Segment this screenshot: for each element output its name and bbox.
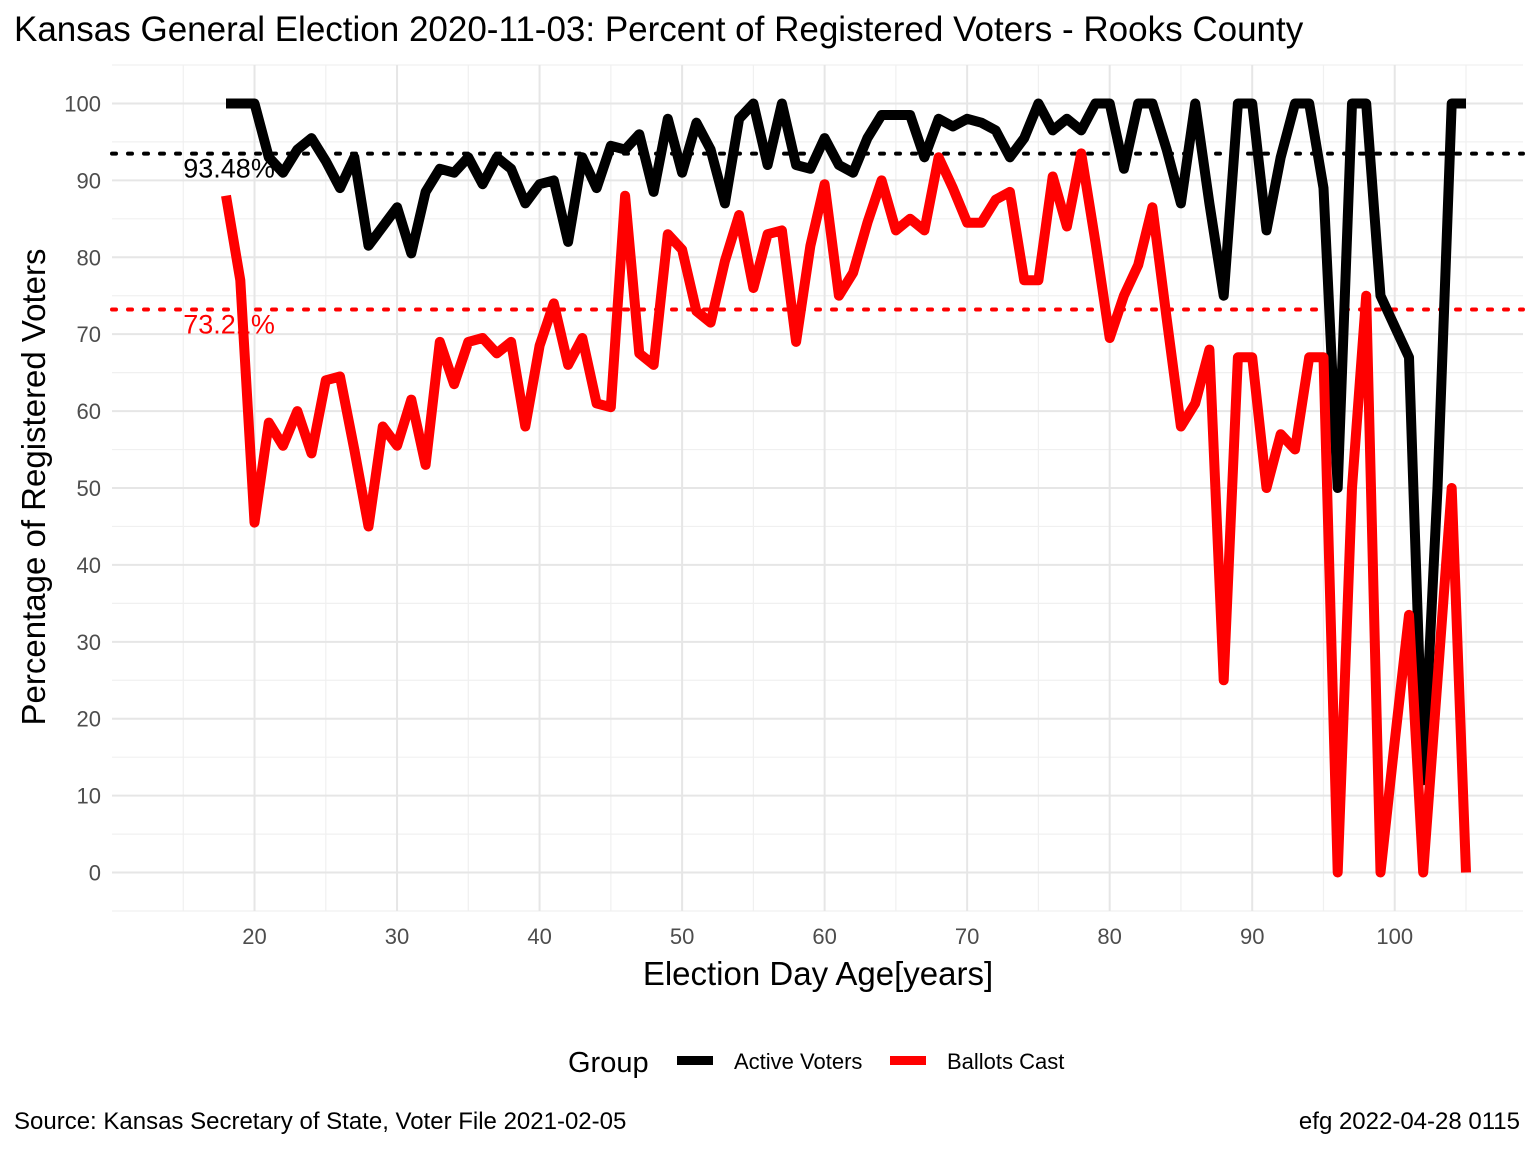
x-tick-label: 30 <box>385 924 409 949</box>
x-tick-label: 80 <box>1097 924 1121 949</box>
x-tick-label: 40 <box>527 924 551 949</box>
series-lines <box>221 98 1471 878</box>
y-axis-title: Percentage of Registered Voters <box>15 249 52 726</box>
reference-line-label: 73.21% <box>183 309 275 339</box>
y-tick-label: 50 <box>77 476 101 501</box>
credit-caption: efg 2022-04-28 0115 <box>1298 1108 1520 1135</box>
legend-key-active-voters <box>677 1056 713 1065</box>
y-tick-label: 20 <box>77 707 101 732</box>
series-line-ballots-cast <box>221 148 1471 878</box>
y-tick-label: 30 <box>77 630 101 655</box>
source-caption: Source: Kansas Secretary of State, Voter… <box>14 1108 627 1135</box>
reference-line-label: 93.48% <box>183 154 275 184</box>
y-tick-label: 80 <box>77 245 101 270</box>
legend: Group Active Voters Ballots Cast <box>568 1047 1064 1079</box>
y-tick-label: 70 <box>77 322 101 347</box>
y-tick-label: 90 <box>77 168 101 193</box>
x-axis-title: Election Day Age[years] <box>643 955 993 992</box>
legend-label-ballots-cast: Ballots Cast <box>947 1049 1064 1074</box>
y-tick-label: 40 <box>77 553 101 578</box>
x-axis-tick-labels: 20 30 40 50 60 70 80 90 100 <box>242 924 1413 949</box>
legend-key-ballots-cast <box>890 1056 926 1065</box>
y-tick-label: 100 <box>64 91 101 116</box>
x-tick-label: 50 <box>670 924 694 949</box>
x-tick-label: 100 <box>1376 924 1413 949</box>
x-tick-label: 20 <box>242 924 266 949</box>
x-tick-label: 60 <box>812 924 836 949</box>
y-tick-label: 0 <box>89 861 101 886</box>
legend-title: Group <box>568 1047 649 1079</box>
x-tick-label: 90 <box>1240 924 1264 949</box>
series-line-active-voters <box>226 98 1466 786</box>
y-axis-tick-labels: 0 10 20 30 40 50 60 70 80 90 100 <box>64 91 101 885</box>
y-tick-label: 60 <box>77 399 101 424</box>
legend-label-active-voters: Active Voters <box>734 1049 862 1074</box>
y-tick-label: 10 <box>77 784 101 809</box>
major-gridlines <box>112 65 1523 911</box>
x-tick-label: 70 <box>955 924 979 949</box>
reference-labels: 93.48% 73.21% <box>183 154 275 340</box>
chart-title: Kansas General Election 2020-11-03: Perc… <box>14 10 1304 49</box>
